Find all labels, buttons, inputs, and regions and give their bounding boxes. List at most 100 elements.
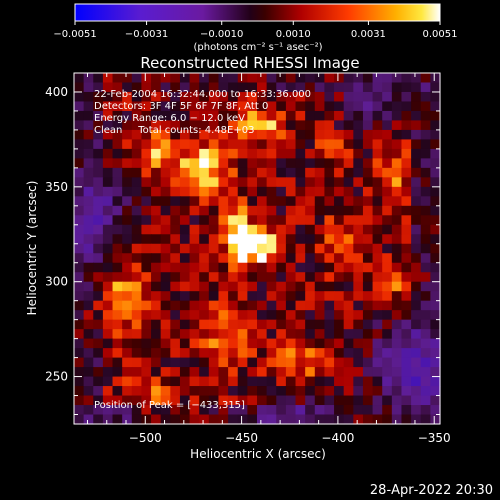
heatmap-cell: [179, 205, 191, 216]
heatmap-cell: [122, 272, 133, 283]
heatmap-cell: [343, 186, 354, 197]
heatmap-cell: [334, 234, 345, 245]
heatmap-cell: [93, 205, 104, 216]
heatmap-cell: [372, 186, 383, 197]
heatmap-cell: [83, 186, 94, 197]
heatmap-cell: [218, 101, 229, 112]
heatmap-cell: [276, 110, 287, 122]
heatmap-cell: [314, 329, 326, 340]
heatmap-cell: [170, 224, 181, 235]
heatmap-cell: [228, 234, 239, 245]
heatmap-cell: [160, 101, 171, 112]
heatmap-cell: [237, 234, 248, 245]
heatmap-cell: [257, 310, 268, 321]
heatmap-cell: [228, 414, 239, 425]
heatmap-cell: [151, 148, 162, 159]
heatmap-cell: [179, 414, 191, 425]
heatmap-cell: [83, 291, 94, 302]
heatmap-cell: [391, 91, 403, 103]
heatmap-cell: [430, 243, 441, 254]
heatmap-cell: [305, 272, 316, 283]
heatmap-cell: [305, 338, 316, 349]
heatmap-cell: [141, 148, 152, 159]
heatmap-cell: [189, 348, 200, 359]
heatmap-cell: [324, 357, 335, 368]
heatmap-cell: [112, 167, 123, 178]
heatmap-cell: [334, 215, 345, 226]
heatmap-cell: [179, 319, 191, 330]
colorbar-tick-label: 0.0031: [351, 29, 386, 40]
heatmap-cell: [170, 101, 181, 112]
heatmap-cell: [199, 395, 210, 406]
heatmap-cell: [257, 73, 268, 84]
heatmap-cell: [208, 73, 220, 84]
heatmap-cell: [131, 91, 143, 103]
heatmap-cell: [314, 82, 326, 93]
heatmap-cell: [430, 186, 441, 197]
heatmap-cell: [372, 215, 383, 226]
heatmap-cell: [382, 357, 393, 368]
heatmap-cell: [160, 291, 171, 302]
heatmap-cell: [179, 82, 191, 93]
heatmap-cell: [295, 234, 306, 245]
heatmap-cell: [401, 129, 412, 141]
heatmap-cell: [160, 300, 171, 311]
heatmap-cell: [189, 73, 200, 84]
heatmap-cell: [218, 196, 229, 207]
heatmap-cell: [285, 319, 297, 330]
heatmap-cell: [420, 405, 431, 416]
heatmap-cell: [324, 272, 335, 283]
heatmap-cell: [218, 167, 229, 178]
heatmap-cell: [102, 205, 114, 216]
heatmap-cell: [285, 73, 297, 84]
heatmap-cell: [228, 196, 239, 207]
heatmap-cell: [420, 215, 431, 226]
heatmap-cell: [237, 158, 248, 169]
heatmap-cell: [314, 367, 326, 378]
heatmap-cell: [237, 386, 248, 397]
heatmap-cell: [382, 281, 393, 292]
heatmap-cell: [228, 253, 239, 264]
heatmap-cell: [362, 357, 374, 368]
heatmap-cell: [411, 319, 422, 330]
heatmap-cell: [179, 177, 191, 188]
heatmap-cell: [102, 262, 114, 273]
heatmap-cell: [141, 158, 152, 169]
heatmap-cell: [430, 215, 441, 226]
heatmap-cell: [131, 139, 143, 150]
heatmap-cell: [401, 224, 412, 235]
heatmap-cell: [170, 91, 181, 103]
x-tick-label: −500: [129, 431, 162, 445]
heatmap-cell: [362, 310, 374, 321]
heatmap-cell: [131, 120, 143, 131]
heatmap-cell: [382, 243, 393, 254]
heatmap-cell: [160, 215, 171, 226]
heatmap-cell: [430, 357, 441, 368]
heatmap-cell: [93, 234, 104, 245]
heatmap-cell: [141, 91, 152, 103]
heatmap-cell: [343, 357, 354, 368]
heatmap-cell: [391, 414, 403, 425]
heatmap-cell: [285, 367, 297, 378]
heatmap-cell: [122, 376, 133, 387]
heatmap-cell: [353, 139, 364, 150]
heatmap-cell: [131, 319, 143, 330]
heatmap-cell: [334, 148, 345, 159]
heatmap-cell: [391, 243, 403, 254]
heatmap-cell: [362, 329, 374, 340]
heatmap-cell: [131, 205, 143, 216]
heatmap-cell: [295, 158, 306, 169]
heatmap-cell: [122, 395, 133, 406]
heatmap-cell: [324, 310, 335, 321]
heatmap-cell: [151, 329, 162, 340]
heatmap-cell: [314, 262, 326, 273]
heatmap-cell: [324, 281, 335, 292]
heatmap-cell: [208, 281, 220, 292]
heatmap-cell: [179, 376, 191, 387]
heatmap-cell: [391, 129, 403, 141]
heatmap-cell: [314, 357, 326, 368]
heatmap-cell: [324, 348, 335, 359]
heatmap-cell: [160, 196, 171, 207]
heatmap-cell: [83, 205, 94, 216]
heatmap-cell: [237, 243, 248, 254]
